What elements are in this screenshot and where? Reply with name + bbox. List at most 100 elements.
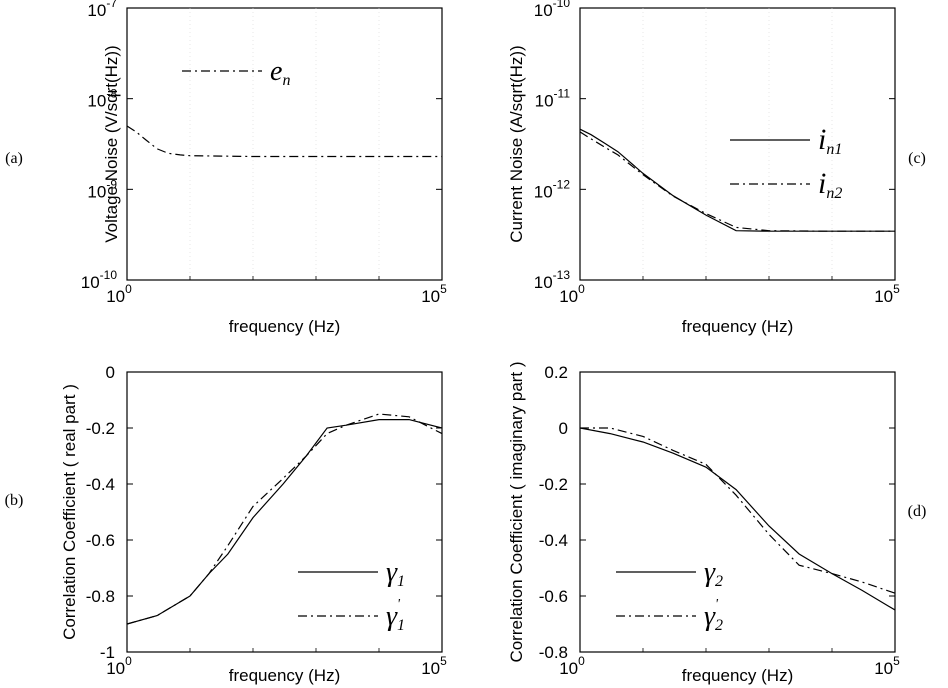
series-line-0 (127, 419, 442, 625)
legend-symbol: γ (704, 557, 716, 588)
y-tick-exponent: -8 (106, 87, 117, 101)
x-tick-exponent: 5 (893, 654, 900, 668)
legend-symbol: e (270, 56, 282, 87)
legend-entry-1: γ1 ' (386, 597, 405, 634)
y-tick-exponent: -12 (553, 177, 571, 191)
y-tick-label: 10-11 (535, 87, 571, 111)
x-tick-label: 105 (421, 654, 447, 678)
legend-symbol: i (818, 167, 826, 200)
y-tick-label: 0 (559, 419, 568, 438)
y-tick-exponent: -7 (106, 0, 117, 10)
legend-entry-0: γ2 (704, 557, 723, 590)
y-tick-label: -0.4 (86, 475, 115, 494)
x-tick-label: 100 (106, 654, 132, 678)
series-line-0 (580, 427, 895, 611)
panel-label: (b) (5, 492, 24, 509)
y-tick-label: 0 (106, 363, 115, 382)
x-tick-base: 10 (106, 287, 125, 306)
y-tick-label: 10-12 (534, 177, 571, 201)
x-tick-label: 100 (559, 282, 585, 306)
y-tick-label: -0.8 (539, 643, 568, 662)
legend-symbol: γ (386, 557, 398, 588)
x-tick-base: 10 (559, 659, 578, 678)
series-line-1 (580, 131, 895, 232)
x-tick-base: 10 (106, 659, 125, 678)
legend-subscript: n (282, 72, 290, 89)
x-tick-exponent: 0 (578, 654, 585, 668)
y-axis-label: Current Noise (A/sqrt(Hz)) (507, 45, 526, 242)
panel-label: (c) (908, 150, 926, 167)
y-tick-base: 10 (534, 1, 553, 20)
panel-label: (d) (908, 503, 927, 520)
y-tick-label: 10-13 (534, 268, 571, 292)
x-tick-label: 100 (106, 282, 132, 306)
y-tick-base: 10 (87, 1, 106, 20)
y-tick-label: 10-10 (534, 0, 571, 20)
x-axis-label: frequency (Hz) (229, 666, 340, 685)
y-tick-label: 10-10 (81, 268, 118, 292)
x-axis-label: frequency (Hz) (682, 317, 793, 336)
series-line-0 (127, 125, 442, 158)
y-tick-base: 10 (87, 182, 106, 201)
x-tick-base: 10 (421, 287, 440, 306)
y-tick-label: 10-9 (87, 177, 117, 201)
y-tick-label: 10-8 (87, 87, 117, 111)
x-tick-exponent: 5 (893, 282, 900, 296)
x-tick-label: 105 (874, 282, 900, 306)
x-tick-base: 10 (421, 659, 440, 678)
legend-entry-1: in2 (818, 167, 842, 202)
y-tick-exponent: -10 (100, 268, 118, 282)
y-tick-label: 10-7 (87, 0, 117, 20)
y-tick-exponent: -11 (554, 87, 571, 101)
legend-subscript: 1 (397, 573, 405, 590)
y-tick-base: 10 (534, 182, 553, 201)
x-tick-exponent: 0 (125, 654, 132, 668)
series-line-1 (127, 413, 442, 625)
legend-subscript: 2 (715, 617, 723, 634)
y-tick-label: -0.4 (539, 531, 568, 550)
x-tick-exponent: 5 (440, 654, 447, 668)
x-tick-label: 105 (874, 654, 900, 678)
series-line-1 (580, 427, 895, 594)
y-tick-label: -0.6 (86, 531, 115, 550)
y-tick-label: -0.8 (86, 587, 115, 606)
y-axis-label: Correlation Coefficient ( imaginary part… (507, 361, 526, 662)
y-tick-exponent: -13 (553, 268, 571, 282)
y-tick-base: 10 (81, 273, 100, 292)
plot-frame (579, 371, 896, 653)
legend-subscript: 1 (397, 617, 405, 634)
x-tick-label: 100 (559, 654, 585, 678)
x-tick-exponent: 0 (578, 282, 585, 296)
legend-subscript: n2 (826, 185, 842, 202)
y-axis-label: Voltage Noise (V/sqrt(Hz)) (102, 45, 121, 242)
legend-symbol: i (818, 123, 826, 156)
legend-subscript: 2 (715, 573, 723, 590)
panel-label: (a) (5, 150, 23, 167)
y-tick-base: 10 (535, 92, 554, 111)
x-tick-base: 10 (874, 659, 893, 678)
x-tick-exponent: 5 (440, 282, 447, 296)
series-line-0 (580, 128, 895, 232)
y-tick-label: -0.2 (86, 419, 115, 438)
y-tick-label: 0.2 (544, 363, 568, 382)
plot-frame (126, 7, 443, 281)
plot-frame (126, 371, 443, 653)
legend-symbol: γ (386, 601, 398, 632)
x-tick-label: 105 (421, 282, 447, 306)
plot-frame (579, 7, 896, 281)
legend-subscript: n1 (826, 141, 842, 158)
x-tick-base: 10 (874, 287, 893, 306)
legend-prime: ' (715, 597, 719, 612)
x-axis-label: frequency (Hz) (682, 666, 793, 685)
y-axis-label: Correlation Coefficient ( real part ) (60, 384, 79, 640)
y-tick-base: 10 (534, 273, 553, 292)
legend-symbol: γ (704, 601, 716, 632)
legend-entry-0: in1 (818, 123, 842, 158)
y-tick-label: -1 (100, 643, 115, 662)
y-tick-base: 10 (87, 92, 106, 111)
